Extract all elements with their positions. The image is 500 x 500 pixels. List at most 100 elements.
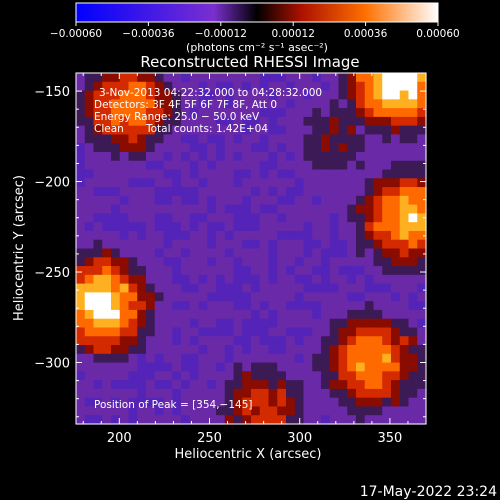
heatmap-cell	[76, 397, 86, 408]
heatmap-cell	[84, 406, 95, 416]
heatmap-cell	[294, 388, 305, 399]
heatmap-cell	[172, 415, 182, 425]
heatmap-cell	[356, 239, 366, 250]
heatmap-cell	[303, 178, 313, 188]
heatmap-cell	[338, 257, 348, 267]
heatmap-cell	[128, 371, 138, 381]
heatmap-cell	[303, 99, 313, 109]
heatmap-cell	[321, 178, 331, 188]
heatmap-cell	[417, 73, 427, 83]
heatmap-cell	[268, 257, 278, 267]
heatmap-cell	[294, 239, 305, 250]
heatmap-cell	[172, 257, 182, 267]
heatmap-cell	[172, 397, 182, 408]
heatmap-cell	[216, 415, 226, 425]
heatmap-cell	[373, 266, 383, 276]
heatmap-cell	[102, 204, 112, 215]
heatmap-cell	[294, 169, 305, 179]
heatmap-cell	[408, 353, 418, 364]
heatmap-cell	[119, 81, 130, 92]
heatmap-cell	[102, 213, 112, 223]
heatmap-cell	[216, 266, 226, 276]
heatmap-cell	[242, 169, 252, 179]
heatmap-cell	[312, 336, 322, 346]
heatmap-cell	[154, 222, 165, 232]
heatmap-cell	[329, 125, 340, 136]
heatmap-cell	[76, 125, 86, 136]
heatmap-cell	[259, 151, 270, 162]
heatmap-cell	[198, 327, 208, 337]
heatmap-cell	[189, 213, 200, 223]
heatmap-cell	[277, 266, 287, 276]
heatmap-cell	[207, 222, 217, 232]
heatmap-cell	[146, 108, 156, 118]
heatmap-cell	[233, 327, 243, 337]
heatmap-cell	[76, 178, 86, 188]
heatmap-cell	[154, 195, 165, 206]
heatmap-cell	[259, 380, 270, 390]
heatmap-cell	[286, 125, 296, 136]
heatmap-cell	[277, 345, 287, 355]
heatmap-cell	[251, 380, 261, 390]
heatmap-cell	[338, 195, 348, 206]
heatmap-cell	[102, 81, 112, 92]
heatmap-cell	[146, 187, 156, 197]
heatmap-cell	[408, 336, 418, 346]
heatmap-cell	[207, 213, 217, 223]
heatmap-cell	[321, 151, 331, 162]
heatmap-cell	[189, 248, 200, 258]
heatmap-cell	[391, 90, 401, 100]
heatmap-cell	[312, 318, 322, 329]
heatmap-cell	[391, 336, 401, 346]
heatmap-cell	[321, 116, 331, 127]
heatmap-cell	[242, 134, 252, 144]
heatmap-cell	[146, 327, 156, 337]
heatmap-cell	[189, 90, 200, 100]
heatmap-cell	[364, 204, 375, 215]
heatmap-cell	[251, 239, 261, 250]
heatmap-cell	[172, 187, 182, 197]
heatmap-cell	[277, 178, 287, 188]
heatmap-cell	[128, 125, 138, 136]
heatmap-cell	[137, 230, 147, 241]
heatmap-cell	[259, 327, 270, 337]
heatmap-cell	[312, 301, 322, 311]
heatmap-cell	[399, 266, 410, 276]
heatmap-cell	[321, 143, 331, 153]
heatmap-cell	[356, 380, 366, 390]
heatmap-cell	[277, 248, 287, 258]
heatmap-cell	[417, 274, 427, 285]
heatmap-cell	[277, 143, 287, 153]
heatmap-cell	[76, 380, 86, 390]
heatmap-cell	[207, 388, 217, 399]
heatmap-cell	[128, 230, 138, 241]
heatmap-cell	[128, 108, 138, 118]
heatmap-cell	[408, 248, 418, 258]
heatmap-cell	[111, 239, 121, 250]
heatmap-cell	[373, 309, 383, 320]
heatmap-cell	[146, 283, 156, 293]
heatmap-cell	[76, 204, 86, 215]
heatmap-cell	[216, 301, 226, 311]
heatmap-cell	[224, 116, 235, 127]
heatmap-cell	[303, 371, 313, 381]
heatmap-cell	[154, 371, 165, 381]
heatmap-cell	[251, 108, 261, 118]
heatmap-cell	[76, 283, 86, 293]
heatmap-cell	[347, 362, 357, 372]
heatmap-cell	[119, 318, 130, 329]
heatmap-cell	[347, 169, 357, 179]
heatmap-cell	[312, 274, 322, 285]
heatmap-cell	[329, 143, 340, 153]
heatmap-cell	[102, 266, 112, 276]
heatmap-cell	[259, 388, 270, 399]
heatmap-cell	[102, 178, 112, 188]
heatmap-cell	[312, 397, 322, 408]
heatmap-cell	[303, 169, 313, 179]
colorbar-tick-label: −0.00060	[50, 28, 102, 40]
heatmap-cell	[364, 406, 375, 416]
heatmap-cell	[146, 318, 156, 329]
heatmap-cell	[321, 353, 331, 364]
heatmap-cell	[172, 336, 182, 346]
heatmap-cell	[119, 108, 130, 118]
